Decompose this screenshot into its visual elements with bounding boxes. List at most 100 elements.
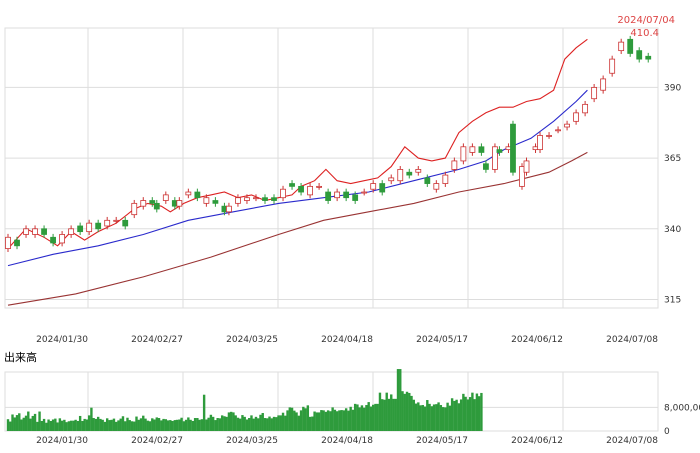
volume-bar [252,418,255,431]
volume-bar [58,418,62,431]
volume-bar [169,420,172,431]
candle-body [492,146,498,170]
volume-bar [241,415,244,431]
latest-value: 410.4 [630,28,659,39]
volume-bar [157,418,161,431]
candle-body [68,228,75,235]
volume-bar [202,394,206,431]
volume-bar [245,419,249,431]
latest-date: 2024/07/04 [617,15,675,26]
volume-bar [311,416,314,431]
candle-body [460,146,467,162]
price-plot [5,35,652,306]
price-frame [4,27,659,309]
volume-bar [457,403,461,431]
volume-bar [367,402,370,431]
volume-plot [6,369,483,431]
volume-bar [378,392,382,431]
volume-bar [270,418,273,431]
candle-body [564,123,570,128]
candle-body [433,183,440,190]
volume-bar [399,369,402,431]
volume-bar [162,418,165,431]
volume-bar [33,413,37,431]
volume-bar [306,405,310,431]
volume-bar [250,415,253,431]
volume-bar [414,403,418,431]
volume-bar [151,418,154,431]
volume-bar [401,391,404,431]
volume-x-tick-label: 2024/02/27 [131,436,183,446]
volume-bar [268,416,271,431]
volume-bar [105,418,109,431]
volume-bar [421,405,425,431]
volume-bar [349,406,352,431]
volume-bar [126,417,129,431]
volume-bar [299,410,303,431]
candle-body [582,103,589,114]
candle-body [496,149,503,153]
candle-body [519,166,525,187]
volume-bar [110,419,113,431]
x-tick-label: 2024/06/12 [511,335,563,345]
candle-body [104,219,111,227]
candle-body [77,225,84,233]
volume-bar [302,406,305,431]
volume-bar [320,410,323,431]
candle-body [645,55,652,60]
volume-bar [184,419,188,431]
volume-bar [365,405,368,431]
candle-body [478,146,485,153]
volume-bar [124,421,127,431]
volume-bar [207,417,210,431]
volume-bar [383,399,386,431]
volume-bar [90,407,93,431]
y-tick-label: 340 [664,225,681,235]
volume-bar [135,416,138,431]
candle-body [442,174,449,184]
volume-bar [295,412,298,431]
volume-bar [450,398,454,431]
volume-bar [387,398,391,431]
volume-bar [308,416,312,431]
candle-body [451,160,458,170]
candle-body [95,222,102,230]
volume-bar [121,416,125,431]
x-tick-label: 2024/02/27 [131,335,183,345]
volume-bar [333,409,337,431]
volume-bar [24,415,28,431]
volume-bar [340,410,343,431]
volume-bar [92,418,95,431]
volume-bar [315,412,319,431]
volume-bar [272,416,276,431]
y-tick-label: 365 [664,154,681,164]
volume-bar [376,403,379,431]
candle-body [253,197,259,200]
volume-bar [288,407,291,431]
volume-bar [218,418,222,431]
volume-bar [396,369,400,431]
volume-bar [155,417,158,431]
volume-bar [31,415,34,431]
volume-bar [284,415,287,431]
volume-x-tick-label: 2024/04/18 [321,436,373,446]
volume-bar [439,405,443,431]
volume-bar [441,407,445,431]
candle-body [307,185,313,196]
volume-bar [435,404,438,431]
volume-bar [405,391,409,431]
x-tick-label: 2024/03/25 [226,335,278,345]
volume-bar [263,418,267,431]
volume-bar [74,419,77,431]
volume-x-tick-label: 2024/03/25 [226,436,278,446]
candle-body [370,183,377,190]
candle-body [352,194,359,201]
volume-bar [475,393,479,431]
volume-bar [459,399,463,431]
volume-bar [236,417,240,431]
volume-tick-label: 8,000,00 [664,403,700,413]
volume-bar [360,405,364,431]
volume-bar [101,419,104,431]
candle-body [555,129,561,132]
